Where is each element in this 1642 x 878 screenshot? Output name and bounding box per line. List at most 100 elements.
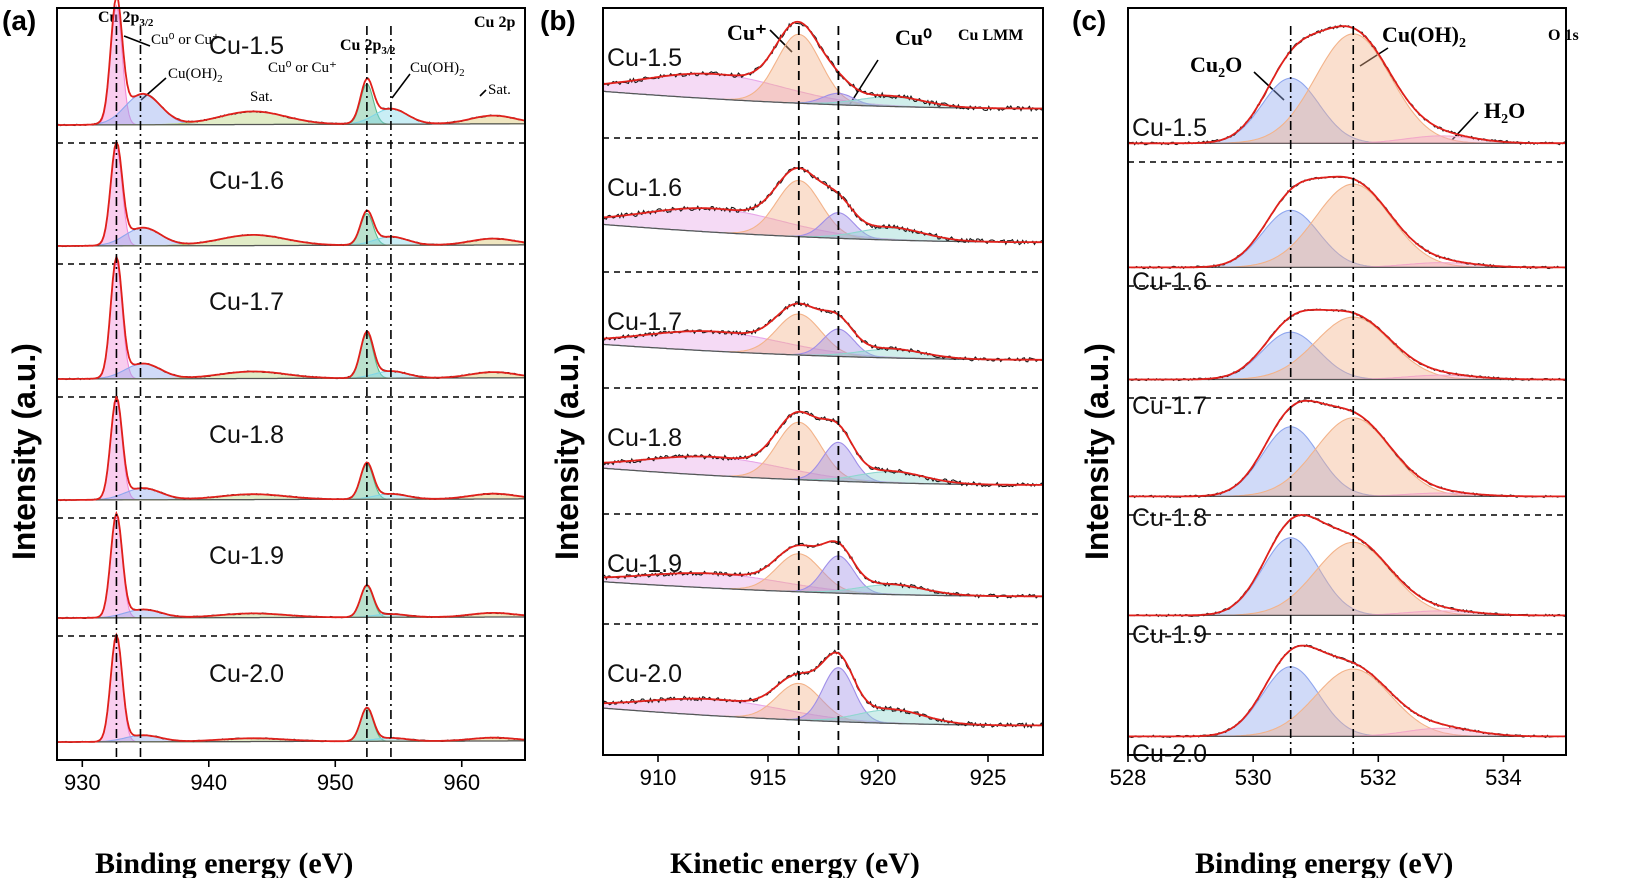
x-tick-label-930: 930 <box>64 770 101 795</box>
panel-c-o1s: (c) O 1s Intensity (a.u.) Binding energy… <box>1072 5 1579 878</box>
x-tick-label-532: 532 <box>1360 765 1397 790</box>
y-axis-label-a: Intensity (a.u.) <box>6 343 42 560</box>
fit-envelope-line-cu-2.0 <box>603 651 1043 727</box>
fit-envelope-line-cu-1.8 <box>57 394 526 501</box>
spectrum-cu-2.0: Cu-2.0 <box>602 649 1044 729</box>
panel-b-cu-lmm: (b) Cu LMM Intensity (a.u.) Kinetic ener… <box>540 5 1023 878</box>
component-peak-cu-2.0-1 <box>57 635 525 743</box>
annotation-sat-right: Sat. <box>488 82 511 98</box>
panel-letter-c: (c) <box>1072 5 1106 36</box>
fit-envelope-line-cu-1.7 <box>602 302 1043 361</box>
sample-label-cu-1.6: Cu-1.6 <box>607 174 682 202</box>
component-peak-cu-1.6-1 <box>57 146 525 247</box>
arrow-cuoh2-right <box>391 73 411 99</box>
annotation-cuoh2-left: Cu(OH)2 <box>168 66 223 85</box>
sample-label-cu-1.8: Cu-1.8 <box>209 421 284 449</box>
sample-label-cu-1.8: Cu-1.8 <box>1132 504 1207 532</box>
component-peak-cu-1.6-2 <box>1128 183 1566 268</box>
arrow-cu-plus <box>769 29 793 53</box>
panel-tag-b: Cu LMM <box>958 27 1023 44</box>
annotation-h2o: H2O <box>1484 98 1525 127</box>
component-peak-cu-1.7-2 <box>1128 316 1566 381</box>
arrow-cu0-left <box>123 35 151 47</box>
x-tick-label-915: 915 <box>750 765 787 790</box>
spectrum-cu-2.0: Cu-2.0 <box>56 632 526 744</box>
plot-frame <box>602 7 1044 756</box>
arrow-h2o <box>1451 111 1479 141</box>
background-line-cu-1.5 <box>57 123 525 126</box>
annotation-cu-zero: Cu⁰ <box>895 25 932 50</box>
fit-envelope-line-cu-1.5 <box>602 20 1043 110</box>
spectrum-cu-1.6: Cu-1.6 <box>602 166 1044 246</box>
panel-letter-b: (b) <box>540 5 576 36</box>
annotation-cu-2p-right: Cu 2p3/2 <box>340 37 396 57</box>
x-tick-label-940: 940 <box>190 770 227 795</box>
x-tick-label-530: 530 <box>1235 765 1272 790</box>
arrow-cuoh2 <box>1359 47 1389 67</box>
sample-label-cu-1.9: Cu-1.9 <box>209 542 284 570</box>
x-axis-label-a: Binding energy (eV) <box>95 847 353 878</box>
arrow-sat-right <box>479 89 487 97</box>
spectrum-cu-2.0: Cu-2.0 <box>1127 644 1567 768</box>
spectrum-cu-1.8: Cu-1.8 <box>56 394 526 502</box>
sample-label-cu-1.7: Cu-1.7 <box>607 308 682 336</box>
sample-label-cu-1.8: Cu-1.8 <box>607 424 682 452</box>
fit-envelope-line-cu-1.6 <box>57 139 526 247</box>
component-peak-cu-1.8-1 <box>57 399 525 501</box>
fit-envelope-line-cu-1.5 <box>57 0 526 126</box>
annotation-cuoh2-right: Cu(OH)2 <box>410 60 465 79</box>
x-tick-label-528: 528 <box>1110 765 1147 790</box>
fit-envelope-line-cu-1.9 <box>1128 514 1566 617</box>
sample-label-cu-2.0: Cu-2.0 <box>607 660 682 688</box>
fit-envelope-line-cu-1.7 <box>1128 308 1566 381</box>
sample-label-cu-1.6: Cu-1.6 <box>1132 268 1207 296</box>
component-peak-cu-1.7-1 <box>57 259 525 380</box>
x-tick-label-910: 910 <box>640 765 677 790</box>
x-axis-label-b: Kinetic energy (eV) <box>670 847 920 878</box>
x-tick-label-950: 950 <box>317 770 354 795</box>
fit-envelope-line-cu-1.7 <box>57 254 526 380</box>
chart-1: Cu-1.5 Cu-1.6 Cu-1.7 Cu-1.8 Cu-1.9 Cu-2.0 930 9… <box>56 0 526 795</box>
x-tick-label-960: 960 <box>443 770 480 795</box>
sample-label-cu-1.5: Cu-1.5 <box>607 44 682 72</box>
spectrum-cu-1.6: Cu-1.6 <box>56 139 526 248</box>
x-tick-label-925: 925 <box>970 765 1007 790</box>
annotation-sat-left: Sat. <box>250 89 273 105</box>
panel-tag-c: O 1s <box>1548 27 1579 44</box>
annotation-cu-plus: Cu⁺ <box>727 20 767 45</box>
plot-frame <box>56 7 526 761</box>
spectrum-cu-1.7: Cu-1.7 <box>602 301 1044 363</box>
sample-label-cu-1.9: Cu-1.9 <box>607 550 682 578</box>
component-peak-cu-1.8-2 <box>1128 417 1566 497</box>
chart-2: Cu-1.5 Cu-1.6 Cu-1.7 Cu-1.8 Cu-1.9 Cu-2.0 910 9… <box>602 7 1044 790</box>
component-peak-cu-2.0-2 <box>1128 668 1566 737</box>
x-axis-label-c: Binding energy (eV) <box>1195 847 1453 878</box>
x-tick-label-920: 920 <box>860 765 897 790</box>
spectrum-cu-1.7: Cu-1.7 <box>56 254 526 381</box>
spectrum-cu-1.7: Cu-1.7 <box>1127 308 1567 420</box>
spectrum-cu-1.8: Cu-1.8 <box>1127 399 1567 532</box>
component-peak-cu-1.9-2 <box>1128 541 1566 616</box>
annotation-cuoh2: Cu(OH)2 <box>1382 22 1466 51</box>
sample-label-cu-1.7: Cu-1.7 <box>209 288 284 316</box>
plot-layer: Cu-1.5 Cu-1.6 Cu-1.7 Cu-1.8 Cu-1.9 Cu-2.0 930 9… <box>56 0 1567 795</box>
fit-envelope-line-cu-1.8 <box>1128 399 1566 498</box>
fit-envelope-line-cu-1.9 <box>603 540 1043 598</box>
fit-envelope-line-cu-1.9 <box>57 510 526 619</box>
sample-label-cu-1.5: Cu-1.5 <box>209 32 284 60</box>
spectrum-cu-1.5: Cu-1.5 <box>57 0 526 127</box>
fit-envelope-line-cu-1.8 <box>602 410 1043 486</box>
plot-frame <box>1127 7 1567 756</box>
spectrum-cu-1.5: Cu-1.5 <box>602 20 1044 112</box>
fit-envelope-line-cu-2.0 <box>57 632 526 743</box>
y-axis-label-b: Intensity (a.u.) <box>549 343 585 560</box>
y-axis-label-c: Intensity (a.u.) <box>1079 343 1115 560</box>
spectrum-cu-1.6: Cu-1.6 <box>1127 175 1567 296</box>
spectrum-cu-1.8: Cu-1.8 <box>602 409 1044 488</box>
spectrum-cu-1.9: Cu-1.9 <box>602 540 1044 599</box>
sample-label-cu-1.6: Cu-1.6 <box>209 167 284 195</box>
arrow-cuoh2-left <box>140 77 167 101</box>
sample-label-cu-1.5: Cu-1.5 <box>1132 114 1207 142</box>
